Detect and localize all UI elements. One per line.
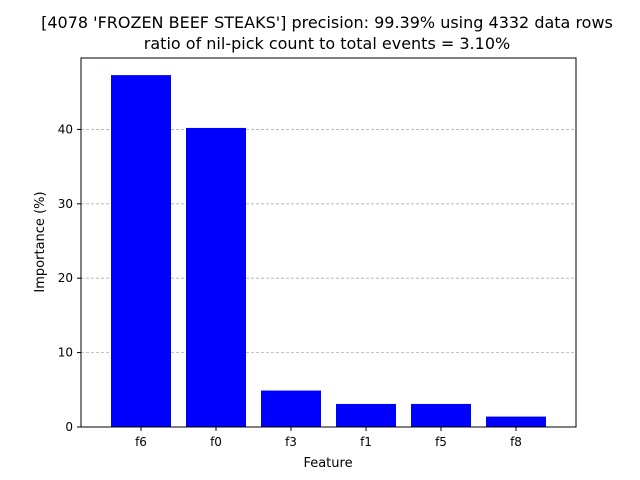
bar-f6	[111, 75, 171, 427]
bars	[111, 75, 546, 427]
x-axis-label: Feature	[303, 456, 352, 471]
x-axis-ticks: f6 f0 f3 f1 f5 f8	[135, 427, 522, 449]
y-tick-label: 20	[58, 271, 73, 285]
bar-f1	[336, 403, 396, 427]
x-tick-label-f8: f8	[510, 435, 522, 449]
y-tick-label: 30	[58, 197, 73, 211]
chart-title-line-2: ratio of nil-pick count to total events …	[144, 34, 510, 53]
y-tick-label: 10	[58, 346, 73, 360]
bar-f3	[261, 390, 321, 427]
plot-frame	[80, 57, 577, 428]
y-axis-label: Importance (%)	[33, 191, 48, 292]
y-tick-label: 40	[58, 122, 73, 136]
x-tick-label-f1: f1	[360, 435, 372, 449]
x-tick-label-f6: f6	[135, 435, 147, 449]
x-tick-label-f3: f3	[285, 435, 297, 449]
x-tick-label-f0: f0	[210, 435, 222, 449]
bar-f0	[186, 127, 246, 427]
bar-f8	[486, 416, 546, 427]
chart-title-line-1: [4078 'FROZEN BEEF STEAKS'] precision: 9…	[41, 13, 613, 32]
x-tick-label-f5: f5	[435, 435, 447, 449]
y-tick-label: 0	[65, 420, 73, 434]
y-axis-ticks: 0 10 20 30 40	[58, 122, 81, 434]
bar-f5	[411, 403, 471, 427]
